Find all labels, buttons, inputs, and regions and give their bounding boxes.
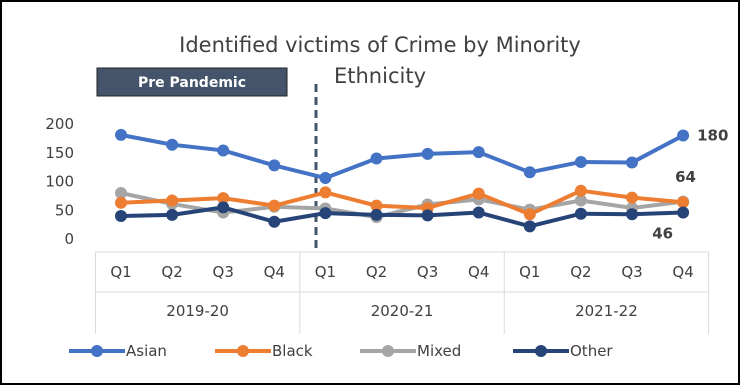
plot-area xyxy=(115,128,690,233)
legend-item-black: Black xyxy=(215,342,313,360)
x-tick-label: Q3 xyxy=(621,263,642,281)
legend-swatch-marker-asian xyxy=(91,345,103,357)
x-tick-label: Q3 xyxy=(417,263,438,281)
x-group-label: 2020-21 xyxy=(371,302,434,320)
data-point-mixed xyxy=(115,187,127,199)
data-point-asian xyxy=(574,155,587,168)
legend-swatch-marker-mixed xyxy=(382,345,394,357)
series-line-asian xyxy=(120,132,685,181)
data-point-other xyxy=(523,220,536,233)
data-point-black xyxy=(677,196,690,209)
series-line-other xyxy=(120,205,684,229)
x-tick-label: Q2 xyxy=(366,263,387,281)
data-point-asian xyxy=(217,144,230,157)
legend-item-asian: Asian xyxy=(69,342,167,360)
series-asian xyxy=(115,128,690,185)
legend-item-other: Other xyxy=(513,342,613,360)
data-point-other xyxy=(370,208,383,221)
series-black xyxy=(115,184,690,221)
annotation-asian: 180 xyxy=(697,127,728,145)
legend-swatch-marker-black xyxy=(237,345,249,357)
data-point-asian xyxy=(319,172,332,185)
data-point-other xyxy=(677,206,690,219)
pre-pandemic-badge-box xyxy=(96,67,288,97)
series-line-black xyxy=(120,188,684,217)
y-axis: 0 50 100 150 200 xyxy=(45,115,74,248)
y-tick-label: 50 xyxy=(55,201,74,219)
data-point-other xyxy=(115,210,127,222)
data-point-asian xyxy=(626,156,638,169)
series-line-mixed xyxy=(120,191,684,220)
legend-item-mixed: Mixed xyxy=(360,342,461,360)
data-point-asian xyxy=(421,147,434,160)
x-group-label: 2021-22 xyxy=(575,302,638,320)
data-point-asian xyxy=(115,128,127,141)
data-point-other xyxy=(421,209,434,222)
y-tick-label: 100 xyxy=(45,173,74,191)
x-tick-label: Q2 xyxy=(570,263,591,281)
legend: Asian Black Mixed Other xyxy=(69,342,613,360)
data-point-other xyxy=(217,201,230,214)
x-tick-label: Q4 xyxy=(468,263,489,281)
chart-title-line-1: Identified victims of Crime by Minority xyxy=(179,33,581,57)
end-annotations: 180 64 46 xyxy=(652,127,728,243)
legend-label-asian: Asian xyxy=(126,342,167,360)
y-tick-label: 200 xyxy=(45,115,74,133)
pre-pandemic-badge: Pre Pandemic xyxy=(96,67,288,97)
y-tick-label: 0 xyxy=(64,230,74,248)
legend-swatch-marker-other xyxy=(535,345,547,357)
x-tick-label: Q2 xyxy=(161,263,182,281)
chart-title-line-2: Ethnicity xyxy=(334,64,426,88)
legend-label-other: Other xyxy=(570,342,613,360)
data-point-asian xyxy=(166,138,179,151)
x-tick-label: Q1 xyxy=(315,263,336,281)
data-point-asian xyxy=(268,159,281,172)
data-point-black xyxy=(319,186,332,199)
y-tick-label: 150 xyxy=(45,144,74,162)
annotation-black: 64 xyxy=(675,168,696,186)
x-tick-label: Q3 xyxy=(213,263,234,281)
data-point-asian xyxy=(472,146,485,159)
data-point-black xyxy=(268,199,281,212)
data-point-black xyxy=(370,199,383,212)
data-point-black xyxy=(523,208,536,221)
data-point-other xyxy=(472,206,485,219)
data-point-asian xyxy=(677,129,690,142)
data-point-other xyxy=(626,208,638,221)
data-point-black xyxy=(574,184,587,197)
legend-label-black: Black xyxy=(272,342,313,360)
legend-label-mixed: Mixed xyxy=(417,342,461,360)
x-group-label: 2019-20 xyxy=(166,302,229,320)
data-point-other xyxy=(574,207,587,220)
data-point-mixed xyxy=(574,194,587,207)
x-tick-label: Q4 xyxy=(672,263,693,281)
data-point-black xyxy=(115,196,127,209)
x-tick-label: Q4 xyxy=(264,263,285,281)
pre-pandemic-badge-label: Pre Pandemic xyxy=(138,75,246,91)
data-point-other xyxy=(268,215,281,228)
series-other xyxy=(115,201,690,233)
data-point-black xyxy=(472,187,485,200)
x-tick-label: Q1 xyxy=(519,263,540,281)
x-tick-label: Q1 xyxy=(110,263,131,281)
annotation-other: 46 xyxy=(652,225,673,243)
data-point-asian xyxy=(523,166,536,179)
data-point-black xyxy=(166,194,179,207)
data-point-black xyxy=(626,191,638,204)
data-point-asian xyxy=(370,152,383,165)
data-point-other xyxy=(166,208,179,221)
x-axis: Q1 Q2 Q3 Q4 Q1 Q2 Q3 Q4 Q1 Q2 Q3 Q4 2019-20 2020-21 20… xyxy=(94,251,710,334)
data-point-black xyxy=(217,192,230,205)
data-point-other xyxy=(319,207,332,220)
